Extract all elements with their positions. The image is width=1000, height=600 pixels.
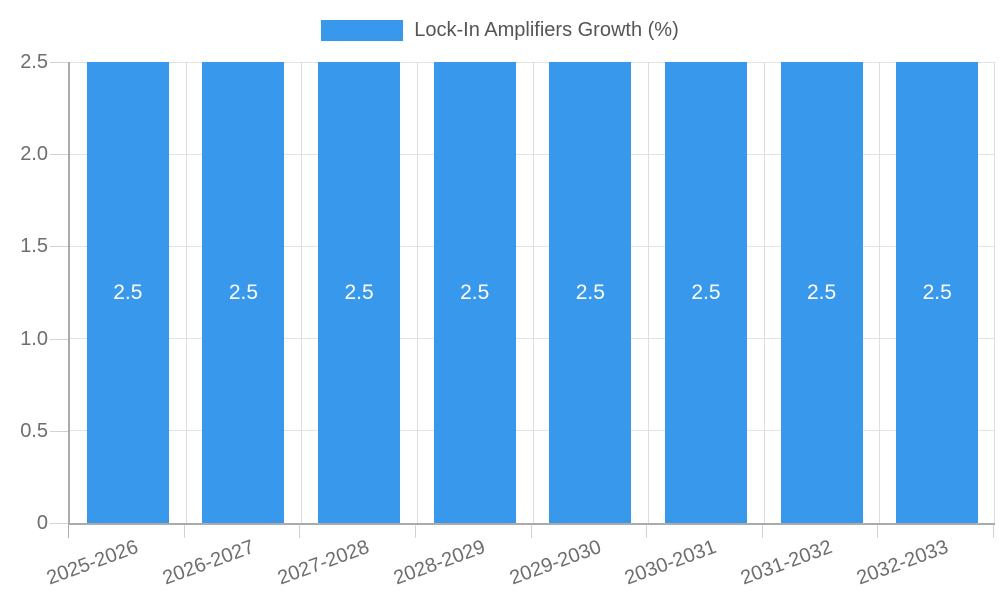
x-tick-label: 2028-2029 [390,536,489,590]
y-tick-label: 1.5 [20,235,48,258]
bar-2029-2030[interactable]: 2.5 [549,62,632,523]
bar-value-label: 2.5 [228,280,259,304]
y-tick-label: 1.0 [20,327,48,350]
x-axis-tick [68,525,69,538]
y-axis-tick [50,338,68,340]
x-tick-label: 2032-2033 [853,536,951,590]
x-tick-label: 2025-2026 [43,536,142,590]
x-tick-label: 2026-2027 [159,536,257,590]
plot-area: 2.5 2.5 2.5 2.5 2.5 2.5 2.5 2.5 [68,61,995,525]
y-axis-tick [50,523,68,524]
bar-2025-2026[interactable]: 2.5 [86,62,169,523]
vertical-gridline [185,62,187,523]
y-tick-label: 2.5 [20,51,48,73]
bar-value-label: 2.5 [460,280,490,304]
x-axis-tick [993,525,994,538]
vertical-gridline [994,62,995,523]
bar-2027-2028[interactable]: 2.5 [318,62,401,523]
bar-value-label: 2.5 [922,280,952,304]
bar-value-label: 2.5 [113,280,143,304]
x-axis-tick [183,525,185,538]
bar-2030-2031[interactable]: 2.5 [664,62,747,523]
y-tick-label: 0 [36,512,48,534]
legend-swatch [321,20,404,41]
x-axis-tick [761,525,763,538]
x-axis-tick [646,525,648,538]
y-tick-label: 0.5 [20,419,48,442]
legend-label: Lock-In Amplifiers Growth (%) [414,19,679,41]
bar-value-label: 2.5 [806,280,837,304]
vertical-gridline [301,62,303,523]
bar-2028-2029[interactable]: 2.5 [433,62,516,523]
x-tick-label: 2031-2032 [737,536,836,590]
vertical-gridline [879,62,881,523]
x-tick-label: 2029-2030 [506,536,604,590]
bar-2032-2033[interactable]: 2.5 [896,62,979,523]
vertical-gridline [648,62,650,523]
bar-2031-2032[interactable]: 2.5 [780,62,863,523]
x-tick-label: 2027-2028 [275,536,373,590]
vertical-gridline [416,62,418,523]
legend[interactable]: Lock-In Amplifiers Growth (%) [0,20,1000,41]
bar-value-label: 2.5 [575,280,605,304]
y-axis-tick [50,246,68,248]
x-axis-tick [530,525,532,538]
x-axis-tick [877,525,879,538]
bar-2026-2027[interactable]: 2.5 [202,62,285,523]
vertical-gridline [532,62,534,523]
x-axis-tick [414,525,416,538]
bar-value-label: 2.5 [344,280,374,304]
y-tick-label: 2.0 [20,143,48,166]
x-axis-tick [299,525,301,538]
y-axis-tick [50,154,68,156]
y-axis-tick [50,430,68,432]
vertical-gridline [763,62,765,523]
x-tick-label: 2030-2031 [622,536,720,590]
bar-value-label: 2.5 [691,280,721,304]
y-axis-tick [50,62,68,63]
